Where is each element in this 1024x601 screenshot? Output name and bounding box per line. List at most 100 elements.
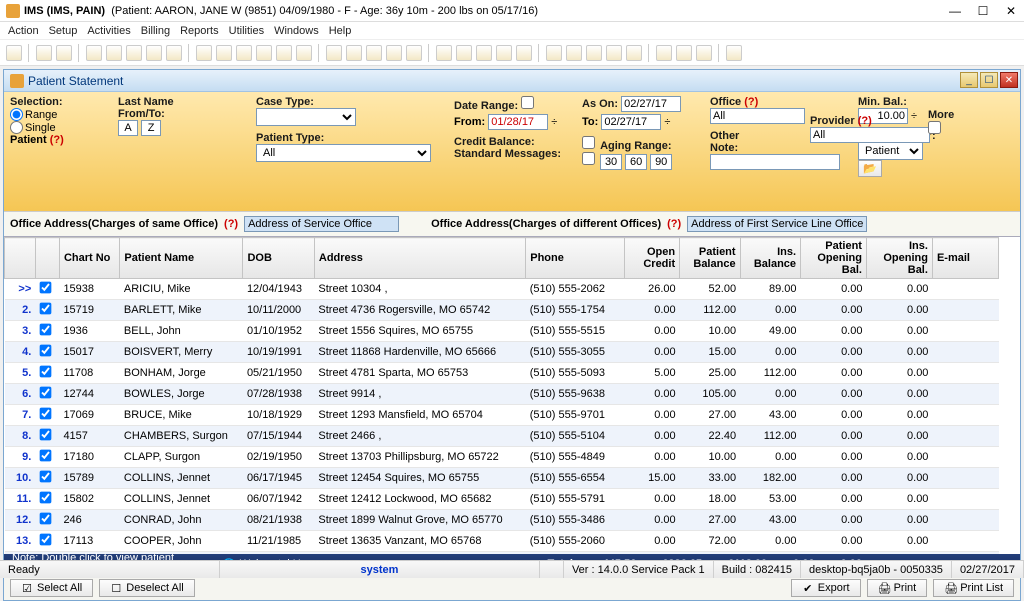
toolbar-icon[interactable] — [36, 45, 52, 61]
row-check[interactable] — [40, 303, 52, 315]
menu-windows[interactable]: Windows — [274, 25, 319, 37]
toolbar-icon[interactable] — [166, 45, 182, 61]
toolbar-icon[interactable] — [6, 45, 22, 61]
toolbar-icon[interactable] — [656, 45, 672, 61]
panel-close[interactable]: ✕ — [1000, 72, 1018, 88]
stmtfor-select[interactable]: Patient — [858, 142, 923, 160]
table-row[interactable]: 6.12744BOWLES, Jorge07/28/1938Street 991… — [5, 384, 999, 405]
table-row[interactable]: 2.15719BARLETT, Mike10/11/2000Street 473… — [5, 300, 999, 321]
toolbar-icon[interactable] — [106, 45, 122, 61]
col-header[interactable]: Patient Name — [120, 238, 243, 279]
row-check[interactable] — [40, 471, 52, 483]
table-row[interactable]: 12.246CONRAD, John08/21/1938Street 1899 … — [5, 510, 999, 531]
std-30[interactable] — [600, 154, 622, 170]
row-check[interactable] — [40, 282, 52, 294]
more-check[interactable] — [928, 121, 941, 134]
col-header[interactable] — [5, 238, 36, 279]
toolbar-icon[interactable] — [696, 45, 712, 61]
credit-check[interactable] — [582, 136, 595, 149]
menu-help[interactable]: Help — [329, 25, 352, 37]
help-icon[interactable]: (?) — [667, 218, 681, 230]
row-check[interactable] — [40, 324, 52, 336]
toolbar-icon[interactable] — [676, 45, 692, 61]
menu-utilities[interactable]: Utilities — [229, 25, 264, 37]
toolbar-icon[interactable] — [546, 45, 562, 61]
row-check[interactable] — [40, 366, 52, 378]
table-row[interactable]: >>15938ARICIU, Mike12/04/1943Street 1030… — [5, 279, 999, 300]
help-icon[interactable]: (?) — [224, 218, 238, 230]
toolbar-icon[interactable] — [216, 45, 232, 61]
othernote-input[interactable] — [710, 154, 840, 170]
row-check[interactable] — [40, 492, 52, 504]
table-row[interactable]: 9.17180CLAPP, Surgon02/19/1950Street 137… — [5, 447, 999, 468]
ason-input[interactable] — [621, 96, 681, 112]
help-icon[interactable]: (?) — [50, 134, 64, 146]
help-icon[interactable]: (?) — [744, 96, 758, 108]
to-date-input[interactable] — [601, 114, 661, 130]
menu-action[interactable]: Action — [8, 25, 39, 37]
toolbar-icon[interactable] — [476, 45, 492, 61]
from-date-input[interactable] — [488, 114, 548, 130]
toolbar-icon[interactable] — [276, 45, 292, 61]
office-input[interactable] — [710, 108, 805, 124]
col-header[interactable]: E-mail — [932, 238, 998, 279]
row-check[interactable] — [40, 534, 52, 546]
help-icon[interactable]: (?) — [858, 115, 872, 127]
casetype-select[interactable] — [256, 108, 356, 126]
patienttype-select[interactable]: All — [256, 144, 431, 162]
table-row[interactable]: 3.1936BELL, John01/10/1952Street 1556 Sq… — [5, 321, 999, 342]
select-all-button[interactable]: ☑Select All — [10, 579, 93, 597]
col-header[interactable] — [35, 238, 59, 279]
toolbar-icon[interactable] — [56, 45, 72, 61]
std-90[interactable] — [650, 154, 672, 170]
row-check[interactable] — [40, 408, 52, 420]
toolbar-icon[interactable] — [406, 45, 422, 61]
table-row[interactable]: 4.15017BOISVERT, Merry10/19/1991Street 1… — [5, 342, 999, 363]
toolbar-icon[interactable] — [386, 45, 402, 61]
toolbar-icon[interactable] — [496, 45, 512, 61]
export-button[interactable]: ✔Export — [791, 579, 861, 597]
table-row[interactable]: 7.17069BRUCE, Mike10/18/1929Street 1293 … — [5, 405, 999, 426]
col-header[interactable]: Open Credit — [625, 238, 680, 279]
menu-reports[interactable]: Reports — [180, 25, 219, 37]
window-maximize[interactable]: ☐ — [976, 4, 990, 18]
toolbar-icon[interactable] — [566, 45, 582, 61]
row-check[interactable] — [40, 345, 52, 357]
col-header[interactable]: Patient Balance — [680, 238, 740, 279]
toolbar-icon[interactable] — [516, 45, 532, 61]
toolbar-icon[interactable] — [236, 45, 252, 61]
toolbar-icon[interactable] — [256, 45, 272, 61]
diff-office-input[interactable] — [687, 216, 867, 232]
toolbar-icon[interactable] — [296, 45, 312, 61]
row-check[interactable] — [40, 429, 52, 441]
panel-minimize[interactable]: _ — [960, 72, 978, 88]
row-check[interactable] — [40, 513, 52, 525]
toolbar-icon[interactable] — [626, 45, 642, 61]
menu-activities[interactable]: Activities — [87, 25, 130, 37]
row-check[interactable] — [40, 387, 52, 399]
print-button[interactable]: 🖨Print — [867, 579, 928, 597]
provider-input[interactable] — [810, 127, 930, 143]
toolbar-icon[interactable] — [346, 45, 362, 61]
col-header[interactable]: Ins. Opening Bal. — [866, 238, 932, 279]
menu-billing[interactable]: Billing — [141, 25, 170, 37]
range-radio[interactable] — [10, 108, 23, 121]
row-check[interactable] — [40, 450, 52, 462]
toolbar-icon[interactable] — [726, 45, 742, 61]
toolbar-icon[interactable] — [606, 45, 622, 61]
window-minimize[interactable]: — — [948, 4, 962, 18]
daterange-check[interactable] — [521, 96, 534, 109]
same-office-input[interactable] — [244, 216, 399, 232]
col-header[interactable]: Chart No — [59, 238, 119, 279]
results-grid-wrap[interactable]: Chart NoPatient NameDOBAddressPhoneOpen … — [4, 236, 1020, 554]
col-header[interactable]: Address — [314, 238, 525, 279]
single-radio[interactable] — [10, 121, 23, 134]
table-row[interactable]: 13.17113COOPER, John11/21/1985Street 136… — [5, 531, 999, 552]
from-letter-input[interactable] — [118, 120, 138, 136]
stmt-open-button[interactable]: 📂 — [858, 160, 882, 177]
toolbar-icon[interactable] — [456, 45, 472, 61]
col-header[interactable]: Ins. Balance — [740, 238, 800, 279]
window-close[interactable]: ✕ — [1004, 4, 1018, 18]
menu-setup[interactable]: Setup — [49, 25, 78, 37]
deselect-all-button[interactable]: ☐Deselect All — [99, 579, 194, 597]
